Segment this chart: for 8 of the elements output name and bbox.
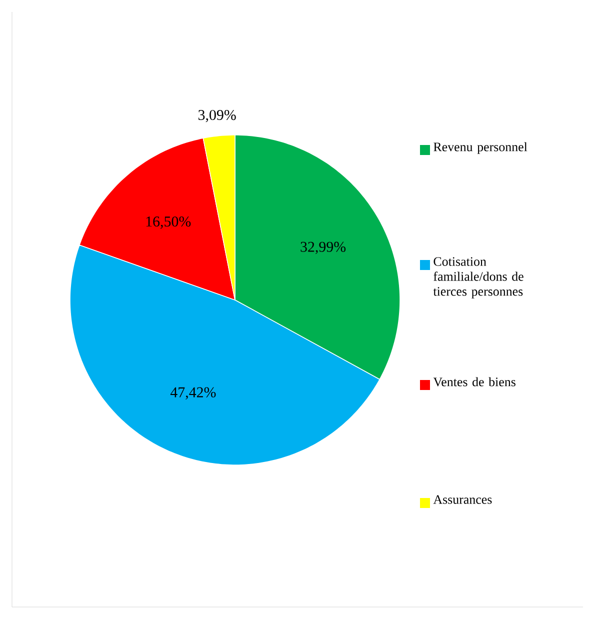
data-label: 47,42%	[170, 387, 216, 400]
legend-label: Assurances	[433, 495, 492, 504]
legend-label: Cotisation familiale/dons de tierces personnes	[433, 257, 524, 298]
legend-label: Revenu personnel	[434, 142, 528, 154]
data-label: 3,09%	[198, 110, 236, 122]
data-label: 16,50%	[146, 216, 191, 229]
data-label: 32,99%	[300, 242, 346, 254]
legend-label: Ventes de biens	[433, 377, 516, 386]
